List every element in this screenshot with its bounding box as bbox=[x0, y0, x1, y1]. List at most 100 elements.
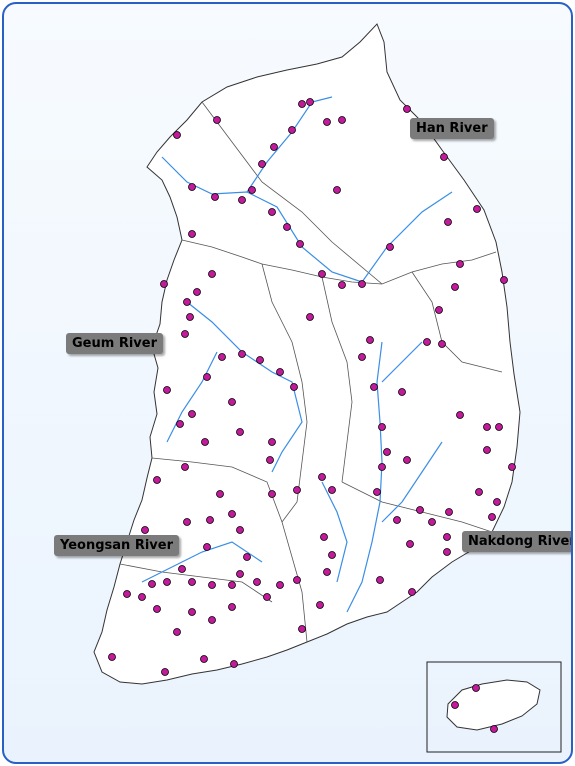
station-marker bbox=[173, 628, 181, 636]
station-marker bbox=[263, 593, 271, 601]
station-marker bbox=[318, 473, 326, 481]
korea-map bbox=[93, 23, 562, 753]
station-marker bbox=[444, 218, 452, 226]
station-marker bbox=[200, 655, 208, 663]
station-marker bbox=[373, 488, 381, 496]
station-marker bbox=[386, 243, 394, 251]
station-marker bbox=[283, 223, 291, 231]
station-marker bbox=[318, 270, 326, 278]
station-marker bbox=[288, 126, 296, 134]
station-marker bbox=[456, 411, 464, 419]
station-marker bbox=[398, 388, 406, 396]
station-marker bbox=[178, 565, 186, 573]
station-marker bbox=[500, 276, 508, 284]
station-marker bbox=[236, 526, 244, 534]
station-marker bbox=[208, 581, 216, 589]
station-marker bbox=[293, 576, 301, 584]
station-marker bbox=[443, 533, 451, 541]
station-marker bbox=[393, 516, 401, 524]
station-marker bbox=[451, 701, 459, 709]
station-marker bbox=[306, 313, 314, 321]
station-marker bbox=[183, 518, 191, 526]
station-marker bbox=[358, 280, 366, 288]
station-marker bbox=[248, 186, 256, 194]
station-marker bbox=[475, 488, 483, 496]
station-marker bbox=[406, 540, 414, 548]
station-marker bbox=[186, 313, 194, 321]
station-marker bbox=[366, 336, 374, 344]
station-marker bbox=[183, 298, 191, 306]
station-marker bbox=[188, 183, 196, 191]
station-marker bbox=[218, 353, 226, 361]
station-marker bbox=[338, 281, 346, 289]
station-marker bbox=[483, 446, 491, 454]
station-marker bbox=[236, 428, 244, 436]
station-marker bbox=[228, 510, 236, 518]
jeju-inset-box bbox=[426, 661, 562, 753]
station-marker bbox=[443, 548, 451, 556]
station-marker bbox=[258, 160, 266, 168]
jeju-island bbox=[446, 679, 541, 731]
station-marker bbox=[376, 576, 384, 584]
station-marker bbox=[228, 581, 236, 589]
station-marker bbox=[296, 240, 304, 248]
station-marker bbox=[403, 105, 411, 113]
station-marker bbox=[238, 350, 246, 358]
station-marker bbox=[176, 420, 184, 428]
station-marker bbox=[370, 383, 378, 391]
station-marker bbox=[236, 570, 244, 578]
station-marker bbox=[206, 516, 214, 524]
station-marker bbox=[328, 551, 336, 559]
station-marker bbox=[438, 340, 446, 348]
station-marker bbox=[213, 116, 221, 124]
station-marker bbox=[495, 423, 503, 431]
station-marker bbox=[188, 608, 196, 616]
station-marker bbox=[508, 463, 516, 471]
station-marker bbox=[270, 143, 278, 151]
station-marker bbox=[323, 118, 331, 126]
station-marker bbox=[358, 353, 366, 361]
station-marker bbox=[328, 486, 336, 494]
station-marker bbox=[163, 386, 171, 394]
station-marker bbox=[188, 578, 196, 586]
station-marker bbox=[138, 593, 146, 601]
nakdong-river-label: Nakdong River bbox=[462, 531, 571, 552]
station-marker bbox=[488, 513, 496, 521]
station-marker bbox=[181, 330, 189, 338]
station-marker bbox=[276, 368, 284, 376]
station-marker bbox=[161, 668, 169, 676]
station-marker bbox=[408, 588, 416, 596]
station-marker bbox=[208, 616, 216, 624]
station-marker bbox=[383, 448, 391, 456]
station-marker bbox=[298, 625, 306, 633]
han-river-label: Han River bbox=[410, 118, 494, 139]
station-marker bbox=[268, 438, 276, 446]
station-marker bbox=[428, 518, 436, 526]
station-marker bbox=[440, 153, 448, 161]
station-marker bbox=[306, 98, 314, 106]
station-marker bbox=[403, 456, 411, 464]
station-marker bbox=[188, 230, 196, 238]
station-marker bbox=[108, 653, 116, 661]
station-marker bbox=[483, 423, 491, 431]
station-marker bbox=[203, 543, 211, 551]
station-marker bbox=[472, 684, 480, 692]
station-marker bbox=[268, 490, 276, 498]
station-marker bbox=[416, 506, 424, 514]
station-marker bbox=[435, 306, 443, 314]
station-marker bbox=[230, 660, 238, 668]
station-marker bbox=[298, 100, 306, 108]
province-boundaries bbox=[119, 101, 503, 643]
station-marker bbox=[293, 486, 301, 494]
station-marker bbox=[238, 196, 246, 204]
station-marker bbox=[473, 205, 481, 213]
station-marker bbox=[163, 578, 171, 586]
station-marker bbox=[153, 605, 161, 613]
station-marker bbox=[203, 373, 211, 381]
station-marker bbox=[123, 590, 131, 598]
station-marker bbox=[216, 490, 224, 498]
station-marker bbox=[256, 356, 264, 364]
station-marker bbox=[253, 578, 261, 586]
station-marker bbox=[160, 280, 168, 288]
